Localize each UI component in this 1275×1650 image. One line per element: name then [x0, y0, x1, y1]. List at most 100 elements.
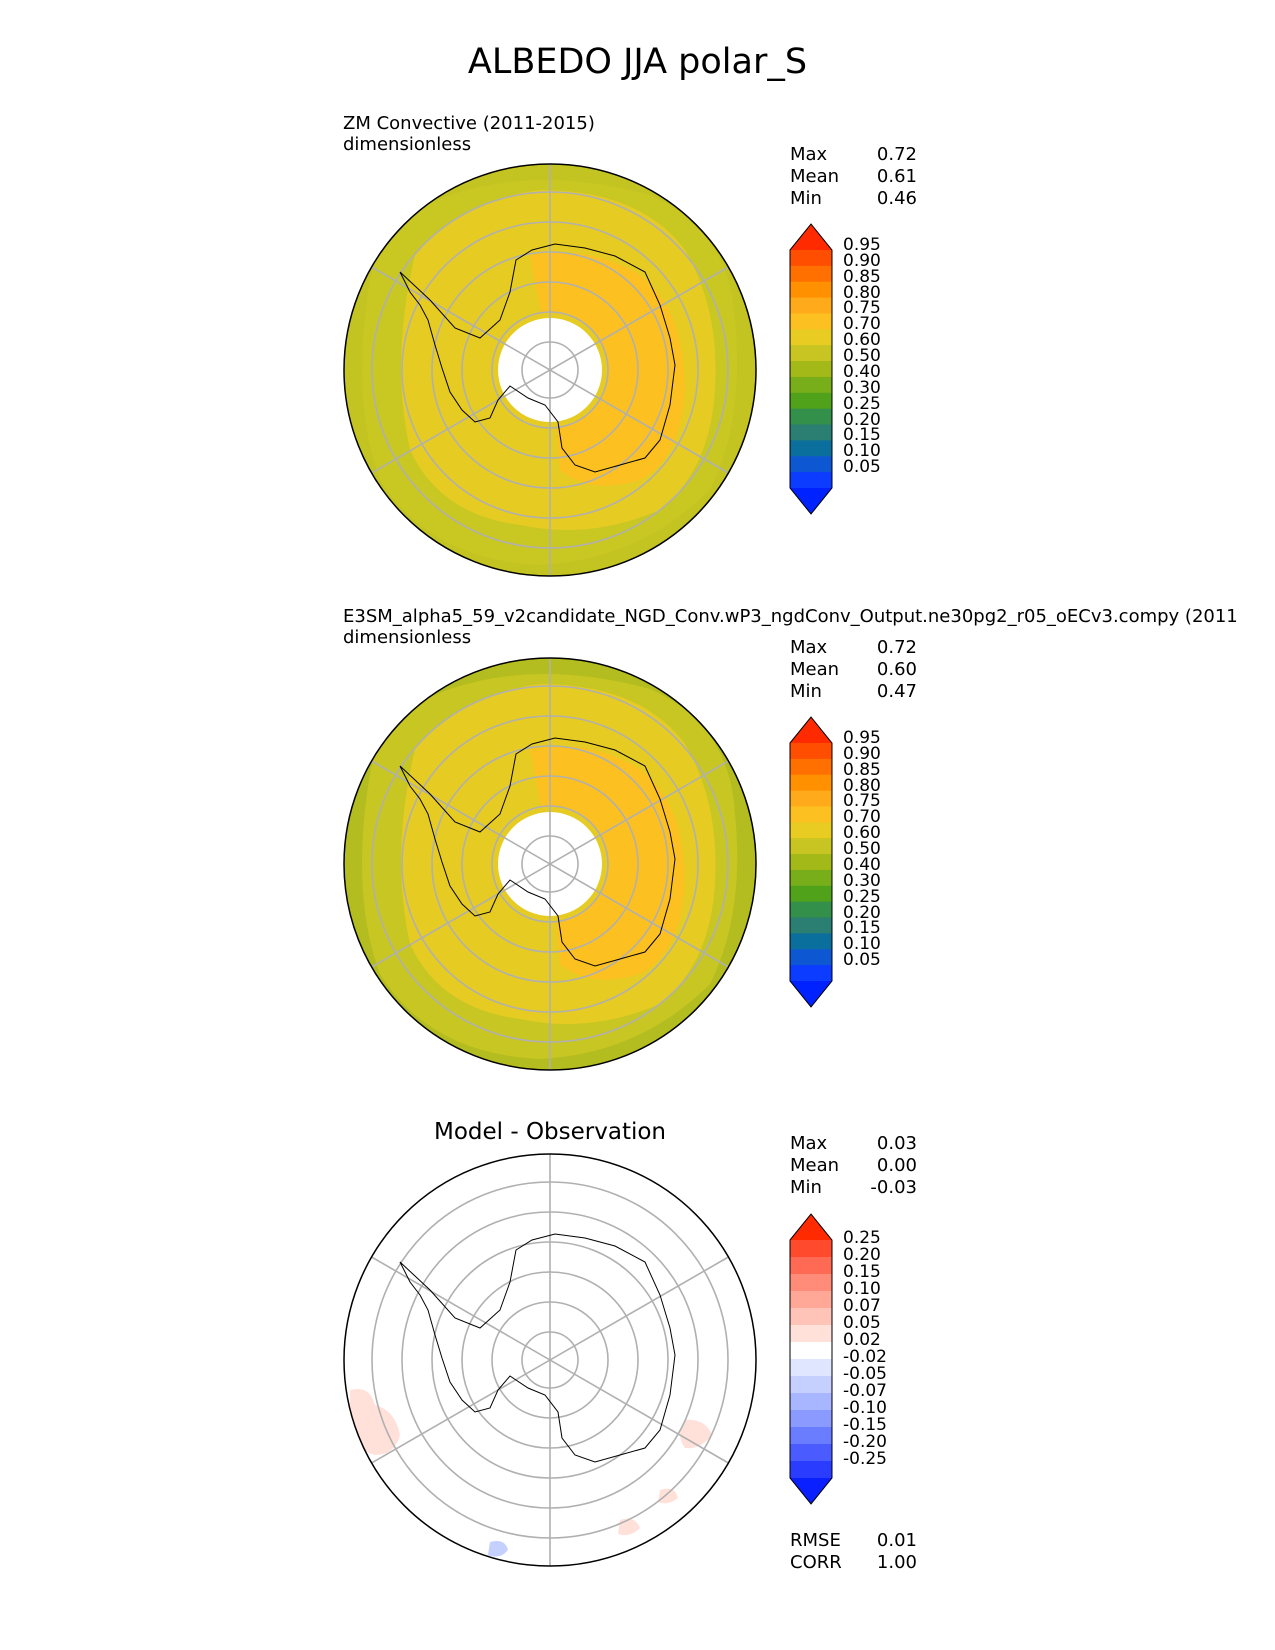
- panel2-title: E3SM_alpha5_59_v2candidate_NGD_Conv.wP3_…: [343, 606, 1238, 627]
- panel1-title: ZM Convective (2011-2015): [343, 113, 595, 134]
- panel3-colorbar-tick-label: -0.07: [843, 1381, 887, 1401]
- panel2-colorbar: [789, 716, 833, 1008]
- panel1-colorbar-tick-label: 0.15: [843, 425, 881, 446]
- panel3-colorbar-segment: [790, 1376, 832, 1394]
- panel2-colorbar-segments: [789, 716, 833, 1008]
- panel3-map-border: [343, 1153, 757, 1567]
- panel2-map: [343, 657, 757, 1071]
- panel1-colorbar-segment: [790, 250, 832, 267]
- panel1-min-label: Min: [790, 188, 822, 209]
- panel1-colorbar-tick-label: 0.10: [843, 441, 881, 462]
- panel3-colorbar-segment: [790, 1359, 832, 1377]
- panel1-colorbar-tick-label: 0.20: [843, 409, 881, 430]
- panel1-colorbar-segment: [790, 329, 832, 346]
- panel2-colorbar-tick-label: 0.50: [843, 839, 881, 860]
- panel3-colorbar-tick-label: 0.02: [843, 1330, 881, 1350]
- panel2-colorbar-segment: [790, 949, 832, 966]
- panel1-colorbar-segment: [790, 440, 832, 457]
- panel1-colorbar-segment: [790, 297, 832, 314]
- panel1-coastline: [399, 243, 676, 473]
- panel1-colorbar-segment: [790, 392, 832, 410]
- panel3-colorbar-segment: [790, 1461, 832, 1479]
- panel2-colorbar-segment: [790, 790, 832, 807]
- panel1-colorbar-segment: [790, 265, 832, 283]
- panel1-colorbar-segment: [790, 456, 832, 473]
- panel1-colorbar-tick-label: 0.70: [843, 314, 881, 335]
- panel2-colorbar-tick-label: 0.40: [843, 854, 881, 875]
- panel3-min-label: Min: [790, 1177, 822, 1198]
- panel3-colorbar-tick-label: -0.05: [843, 1364, 887, 1384]
- panel3-colorbar-segment: [790, 1240, 832, 1258]
- panel3-title: Model - Observation: [433, 1119, 667, 1145]
- panel2-colorbar-tick-label: 0.75: [843, 791, 881, 812]
- panel3-colorbar-tick-label: -0.02: [843, 1347, 887, 1367]
- figure-title: ALBEDO JJA polar_S: [467, 42, 808, 82]
- panel1-colorbar-segment: [790, 424, 832, 441]
- panel2-colorbar-segment: [790, 758, 832, 776]
- panel3-min-value: -0.03: [870, 1177, 917, 1198]
- panel2-colorbar-tick-label: 0.60: [843, 823, 881, 844]
- panel1-colorbar-segment: [790, 281, 832, 299]
- panel2-mean-value: 0.60: [876, 659, 917, 680]
- panel2-colorbar-tick-label: 0.30: [843, 870, 881, 891]
- panel3-colorbar-outline: [789, 1213, 833, 1505]
- panel1-colorbar-cap-top: [790, 224, 832, 250]
- panel2-colorbar-tick-label: 0.05: [843, 950, 881, 971]
- panel2-min-value: 0.47: [876, 681, 917, 702]
- panel1-colorbar-tick-label: 0.30: [843, 377, 881, 398]
- panel3-colorbar-tick-label: -0.15: [843, 1415, 887, 1435]
- panel1-colorbar-tick-label: 0.50: [843, 346, 881, 367]
- panel3-colorbar-segment: [790, 1444, 832, 1462]
- panel3-blob-west: [350, 1389, 400, 1455]
- panel2-colorbar-tick-label: 0.70: [843, 807, 881, 828]
- panel3-colorbar: [789, 1213, 833, 1505]
- panel2-colorbar-segment: [790, 933, 832, 950]
- panel3-blob-south: [488, 1541, 508, 1557]
- panel1-colorbar-segment: [790, 345, 832, 362]
- panel2-colorbar-segment: [790, 774, 832, 792]
- panel1-colorbar-tick-label: 0.80: [843, 282, 881, 303]
- panel3-colorbar-tick-label: 0.25: [843, 1228, 881, 1248]
- panel3-colorbar-segments: [789, 1213, 833, 1505]
- panel3-rmse-value: 0.01: [876, 1530, 917, 1551]
- panel1-colorbar-tick-label: 0.75: [843, 298, 881, 319]
- panel2-title-block: E3SM_alpha5_59_v2candidate_NGD_Conv.wP3_…: [343, 606, 1238, 648]
- panel3-corr-label: CORR: [790, 1552, 842, 1573]
- panel3-colorbar-tick-label: -0.25: [843, 1449, 887, 1469]
- panel3-colorbar-tick-label: 0.05: [843, 1313, 881, 1333]
- panel1-title-block: ZM Convective (2011-2015) dimensionless: [343, 113, 595, 155]
- panel2-colorbar-tick-label: 0.25: [843, 886, 881, 907]
- panel1-colorbar-tick-label: 0.90: [843, 250, 881, 271]
- panel3-mean-label: Mean: [790, 1155, 840, 1176]
- panel3-colorbar-cap-bottom: [790, 1478, 832, 1504]
- panel3-colorbar-tick-label: -0.20: [843, 1432, 887, 1452]
- panel2-colorbar-tick-label: 0.95: [843, 728, 881, 748]
- panel1-stats: Max 0.72 Mean 0.61 Min 0.46: [790, 144, 917, 210]
- panel1-colorbar-cap-bottom: [790, 488, 832, 514]
- panel2-colorbar-tick-label: 0.85: [843, 759, 881, 780]
- panel3-max-label: Max: [790, 1133, 828, 1154]
- panel2-colorbar-segment: [790, 869, 832, 887]
- panel3-colorbar-tick-label: 0.07: [843, 1296, 881, 1316]
- panel1-map: [343, 163, 757, 577]
- panel2-max-value: 0.72: [876, 637, 917, 658]
- panel1-map-border: [343, 163, 757, 577]
- panel1-mean-label: Mean: [790, 166, 840, 187]
- panel3-corr-value: 1.00: [876, 1552, 917, 1573]
- panel3-colorbar-segment: [790, 1427, 832, 1445]
- panel2-colorbar-tick-label: 0.90: [843, 743, 881, 764]
- panel2-colorbar-tick-label: 0.80: [843, 775, 881, 796]
- panel3-colorbar-tick-label: -0.10: [843, 1398, 887, 1418]
- panel2-stats: Max 0.72 Mean 0.60 Min 0.47: [790, 637, 917, 703]
- panel1-max-value: 0.72: [876, 144, 917, 165]
- panel3-max-value: 0.03: [876, 1133, 917, 1154]
- panel3-colorbar-segment: [790, 1257, 832, 1275]
- panel1-colorbar-tick-label: 0.40: [843, 361, 881, 382]
- panel3-map: [343, 1153, 757, 1567]
- panel1-graticule: [371, 164, 729, 576]
- panel3-colorbar-tick-label: 0.10: [843, 1279, 881, 1299]
- panel1-colorbar-tick-label: 0.85: [843, 266, 881, 287]
- panel1-units: dimensionless: [343, 134, 472, 155]
- panel3-colorbar-cap-top: [790, 1214, 832, 1240]
- panel1-min-value: 0.46: [876, 188, 917, 209]
